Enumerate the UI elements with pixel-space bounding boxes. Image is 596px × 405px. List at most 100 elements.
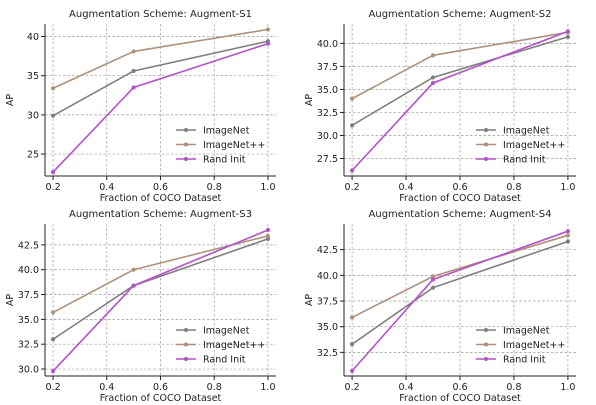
data-point (349, 315, 355, 320)
legend-label: ImageNet (503, 326, 550, 337)
legend-marker (183, 327, 189, 333)
data-point (50, 310, 56, 315)
data-point (131, 85, 136, 90)
legend-label: Rand Init (203, 155, 246, 166)
y-axis-label: AP (5, 294, 16, 306)
x-tick-label: 0.8 (506, 382, 521, 393)
y-tick-label: 37.5 (317, 62, 338, 73)
y-tick-label: 42.5 (18, 240, 39, 251)
legend-marker (483, 156, 489, 162)
x-tick-label: 1.0 (560, 382, 575, 393)
legend-marker (183, 342, 189, 347)
legend-label: Rand Init (203, 355, 246, 366)
y-tick-label: 35.0 (18, 315, 39, 326)
legend-label: ImageNet (203, 126, 250, 137)
data-point (430, 53, 436, 58)
legend-label: ImageNet (503, 126, 550, 137)
data-point (131, 49, 136, 54)
y-tick-label: 35 (27, 71, 39, 82)
series-line (52, 42, 269, 173)
y-tick-label: 37.5 (18, 290, 39, 301)
y-tick-label: 30.0 (18, 365, 39, 376)
y-tick-label: 32.5 (317, 348, 338, 359)
x-tick-label: 0.6 (452, 382, 467, 393)
legend-marker (483, 342, 489, 347)
x-tick-label: 0.4 (99, 382, 114, 393)
x-tick-label: 0.4 (398, 382, 413, 393)
data-point (50, 337, 56, 342)
chart-panel: 0.2 0.4 0.6 0.8 1.0 30.0 32.5 35.0 37.5 40.0 42.5 A… (5, 209, 276, 404)
legend-marker (483, 356, 489, 362)
chart-title: Augmentation Scheme: Augment-S4 (369, 209, 552, 220)
y-tick-label: 42.5 (317, 245, 338, 256)
x-tick-label: 0.8 (506, 182, 521, 193)
data-point (430, 277, 436, 282)
data-point (565, 34, 571, 39)
legend-label: ImageNet++ (503, 340, 565, 351)
y-axis-label: AP (5, 94, 16, 106)
data-point (131, 68, 136, 74)
x-tick-label: 0.6 (153, 182, 168, 193)
legend-marker (483, 127, 489, 133)
data-point (50, 113, 56, 118)
legend-label: ImageNet++ (203, 140, 265, 151)
data-point (349, 123, 355, 128)
data-point (349, 342, 355, 347)
x-tick-label: 0.2 (345, 182, 360, 193)
y-tick-label: 32.5 (317, 108, 338, 119)
data-point (265, 236, 271, 242)
x-tick-label: 0.2 (46, 182, 61, 193)
legend-marker (183, 156, 189, 162)
x-axis-label: Fraction of COCO Dataset (100, 193, 222, 204)
y-tick-label: 40.0 (18, 265, 39, 276)
legend-marker (183, 142, 189, 147)
data-point (565, 229, 571, 234)
data-point (565, 239, 571, 244)
data-point (349, 96, 355, 101)
y-axis-label: AP (304, 294, 315, 306)
legend-label: Rand Init (503, 355, 546, 366)
y-tick-label: 40 (27, 32, 39, 43)
data-point (265, 41, 271, 46)
x-axis-label: Fraction of COCO Dataset (399, 393, 521, 404)
legend-label: ImageNet++ (503, 140, 565, 151)
y-tick-label: 25 (27, 150, 39, 161)
legend-label: ImageNet++ (203, 340, 265, 351)
legend-label: ImageNet (203, 326, 250, 337)
data-point (565, 29, 571, 34)
x-axis-label: Fraction of COCO Dataset (100, 393, 222, 404)
legend-marker (183, 127, 189, 133)
data-point (430, 80, 436, 86)
data-point (50, 368, 56, 374)
x-tick-label: 0.2 (345, 382, 360, 393)
x-tick-label: 0.6 (452, 182, 467, 193)
y-tick-label: 32.5 (18, 340, 39, 351)
data-point (265, 27, 271, 32)
data-point (50, 86, 56, 91)
chart-title: Augmentation Scheme: Augment-S1 (69, 9, 252, 20)
y-tick-label: 35.0 (317, 322, 338, 333)
chart-panel: 0.2 0.4 0.6 0.8 1.0 32.5 35.0 37.5 40.0 42.5 Augme… (304, 209, 576, 404)
chart-title: Augmentation Scheme: Augment-S2 (369, 9, 552, 20)
x-tick-label: 0.4 (398, 182, 413, 193)
legend-marker (183, 356, 189, 362)
x-tick-label: 0.2 (46, 382, 61, 393)
data-point (265, 233, 271, 239)
legend-marker (483, 142, 489, 147)
x-tick-label: 0.4 (99, 182, 114, 193)
data-point (349, 368, 355, 373)
data-point (430, 75, 436, 80)
data-point (131, 283, 136, 288)
data-point (50, 169, 56, 175)
x-axis-label: Fraction of COCO Dataset (399, 193, 521, 204)
chart-panel: 0.2 0.4 0.6 0.8 1.0 25 30 35 40 Augmentation Sche… (5, 9, 276, 204)
y-axis-label: AP (304, 94, 315, 106)
y-tick-label: 35.0 (317, 85, 338, 96)
data-point (349, 168, 355, 173)
legend-marker (483, 327, 489, 333)
y-tick-label: 37.5 (317, 297, 338, 308)
y-tick-label: 40.0 (317, 39, 338, 50)
data-point (565, 233, 571, 238)
x-tick-label: 1.0 (260, 182, 275, 193)
